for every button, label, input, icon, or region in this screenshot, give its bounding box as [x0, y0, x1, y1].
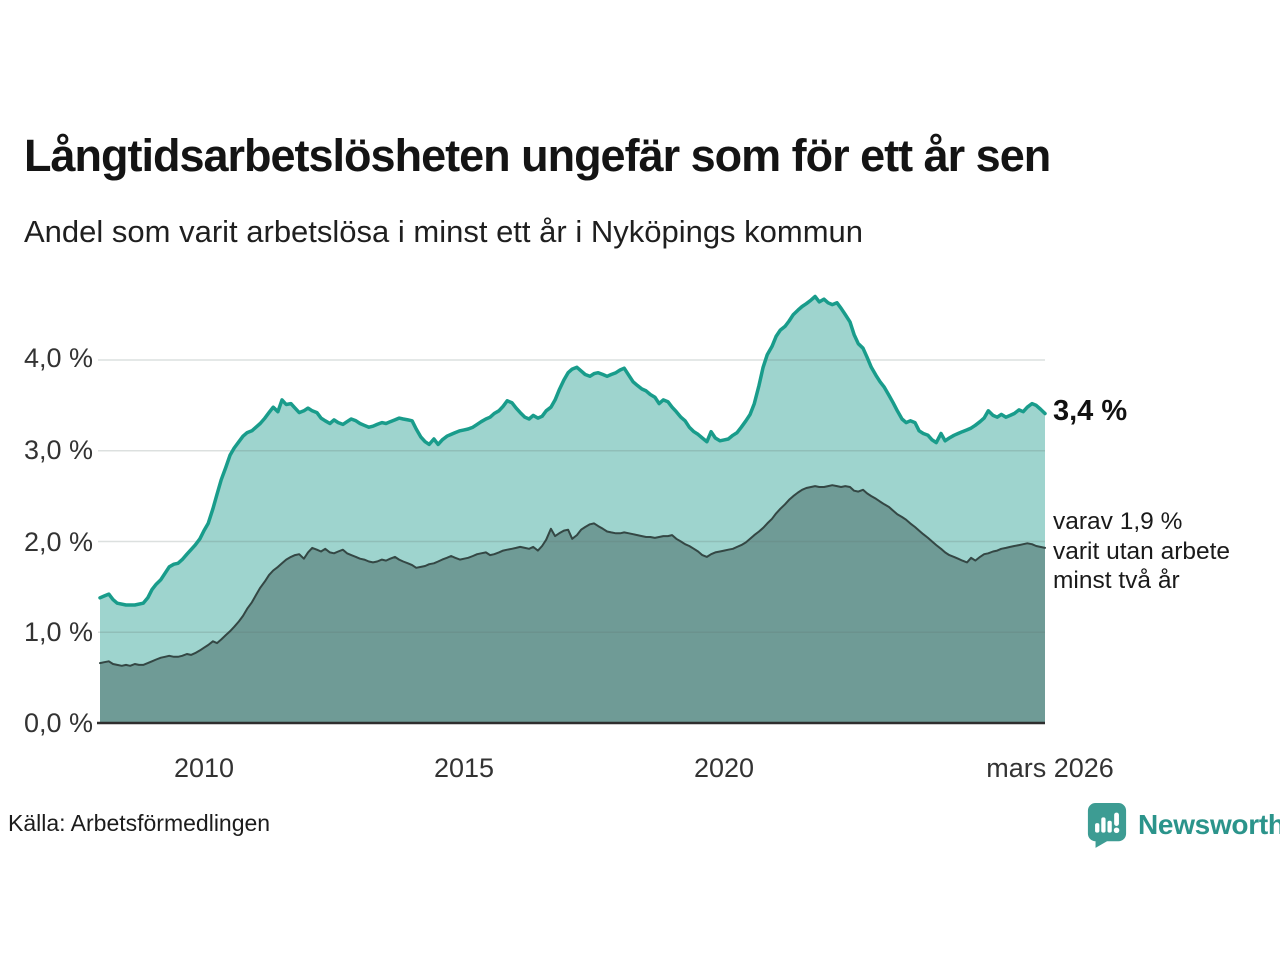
area-fill-two-year-unemployed — [100, 485, 1045, 723]
page-title: Långtidsarbetslösheten ungefär som för e… — [24, 130, 1051, 181]
line-total-unemployed — [98, 294, 1047, 607]
y-tick-0: 0,0 % — [23, 708, 93, 738]
x-tick-2020: 2020 — [693, 753, 755, 783]
end-value-label-total: 3,4 % — [1053, 395, 1128, 427]
y-tick-4: 4,0 % — [23, 343, 93, 373]
y-tick-2: 2,0 % — [23, 527, 93, 557]
y-tick-1: 1,0 % — [23, 617, 93, 647]
x-tick-mars-2026: mars 2026 — [986, 753, 1114, 783]
page-subtitle: Andel som varit arbetslösa i minst ett å… — [24, 214, 864, 249]
source-attribution: Källa: Arbetsförmedlingen — [8, 810, 271, 836]
newsworthy-wordmark: Newsworthy — [1138, 809, 1280, 840]
x-tick-2015: 2015 — [433, 753, 495, 783]
line-two-year-unemployed — [99, 484, 1046, 667]
newsworthy-logo[interactable]: Newsworthy — [1086, 800, 1280, 850]
bar-chart-speech-bubble-icon — [1087, 803, 1127, 848]
x-tick-2010: 2010 — [173, 753, 235, 783]
gridlines — [98, 359, 1045, 633]
end-value-label-two-year: varav 1,9 % varit utan arbete minst två … — [1053, 508, 1231, 594]
y-tick-3: 3,0 % — [23, 435, 93, 465]
